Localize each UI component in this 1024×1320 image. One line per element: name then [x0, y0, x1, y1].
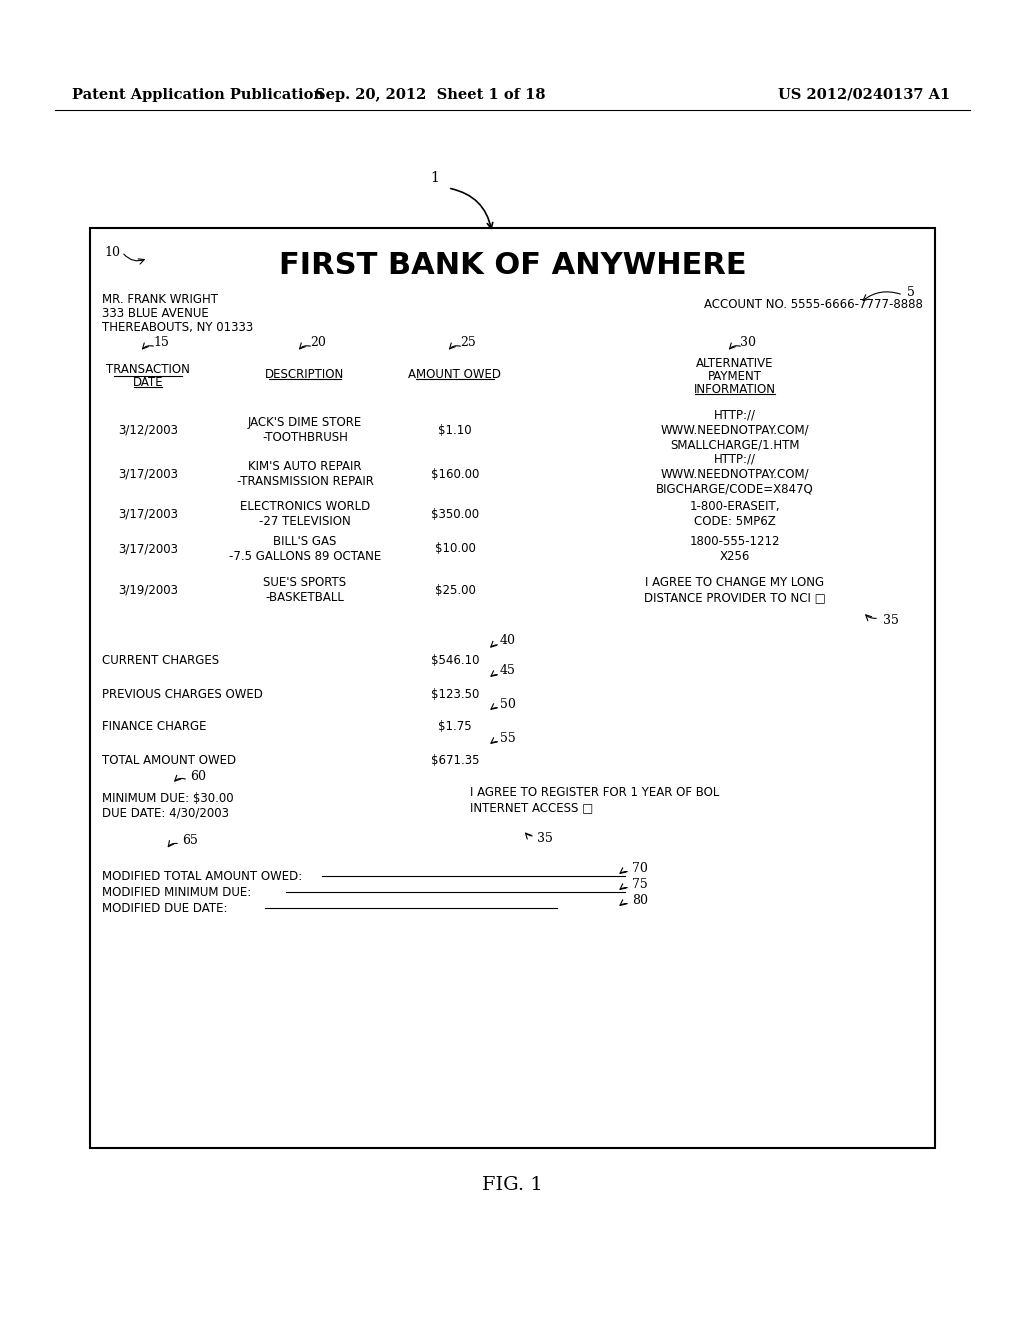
Text: $25.00: $25.00	[434, 583, 475, 597]
Text: SUE'S SPORTS
-BASKETBALL: SUE'S SPORTS -BASKETBALL	[263, 576, 346, 605]
Text: ELECTRONICS WORLD
-27 TELEVISION: ELECTRONICS WORLD -27 TELEVISION	[240, 500, 370, 528]
Text: PREVIOUS CHARGES OWED: PREVIOUS CHARGES OWED	[102, 688, 263, 701]
Text: MODIFIED MINIMUM DUE:: MODIFIED MINIMUM DUE:	[102, 886, 251, 899]
Text: 25: 25	[460, 337, 476, 350]
Text: 3/19/2003: 3/19/2003	[118, 583, 178, 597]
Text: TOTAL AMOUNT OWED: TOTAL AMOUNT OWED	[102, 754, 237, 767]
Text: $10.00: $10.00	[434, 543, 475, 556]
Text: 60: 60	[190, 770, 206, 783]
Text: THEREABOUTS, NY 01333: THEREABOUTS, NY 01333	[102, 321, 253, 334]
Text: ACCOUNT NO. 5555-6666-7777-8888: ACCOUNT NO. 5555-6666-7777-8888	[705, 298, 923, 312]
Text: MODIFIED DUE DATE:: MODIFIED DUE DATE:	[102, 902, 227, 915]
Text: MR. FRANK WRIGHT: MR. FRANK WRIGHT	[102, 293, 218, 306]
Text: $123.50: $123.50	[431, 688, 479, 701]
Text: BILL'S GAS
-7.5 GALLONS 89 OCTANE: BILL'S GAS -7.5 GALLONS 89 OCTANE	[229, 535, 381, 564]
Text: 80: 80	[632, 894, 648, 907]
Text: FIG. 1: FIG. 1	[481, 1176, 543, 1195]
Text: I AGREE TO REGISTER FOR 1 YEAR OF BOL
INTERNET ACCESS □: I AGREE TO REGISTER FOR 1 YEAR OF BOL IN…	[470, 785, 720, 814]
Text: HTTP://
WWW.NEEDNOTPAY.COM/
BIGCHARGE/CODE=X847Q: HTTP:// WWW.NEEDNOTPAY.COM/ BIGCHARGE/CO…	[656, 453, 814, 495]
Text: 10: 10	[104, 247, 120, 260]
Text: 50: 50	[500, 697, 516, 710]
Text: DUE DATE: 4/30/2003: DUE DATE: 4/30/2003	[102, 807, 229, 820]
Text: 1-800-ERASEIT,
CODE: 5MP6Z: 1-800-ERASEIT, CODE: 5MP6Z	[690, 500, 780, 528]
Text: 40: 40	[500, 635, 516, 648]
Text: 20: 20	[310, 337, 326, 350]
Text: HTTP://
WWW.NEEDNOTPAY.COM/
SMALLCHARGE/1.HTM: HTTP:// WWW.NEEDNOTPAY.COM/ SMALLCHARGE/…	[660, 408, 809, 451]
Text: DESCRIPTION: DESCRIPTION	[265, 368, 345, 381]
Text: 30: 30	[740, 337, 756, 350]
Text: CURRENT CHARGES: CURRENT CHARGES	[102, 653, 219, 667]
Text: AMOUNT OWED: AMOUNT OWED	[409, 368, 502, 381]
Text: $671.35: $671.35	[431, 754, 479, 767]
Text: JACK'S DIME STORE
-TOOTHBRUSH: JACK'S DIME STORE -TOOTHBRUSH	[248, 416, 362, 444]
Text: 15: 15	[153, 337, 169, 350]
Text: INFORMATION: INFORMATION	[694, 383, 776, 396]
Text: 35: 35	[883, 615, 899, 627]
Text: 35: 35	[537, 832, 553, 845]
Text: $160.00: $160.00	[431, 467, 479, 480]
Text: 3/12/2003: 3/12/2003	[118, 424, 178, 437]
Text: PAYMENT: PAYMENT	[708, 370, 762, 383]
Text: MODIFIED TOTAL AMOUNT OWED:: MODIFIED TOTAL AMOUNT OWED:	[102, 870, 302, 883]
Text: FINANCE CHARGE: FINANCE CHARGE	[102, 721, 207, 734]
Text: Sep. 20, 2012  Sheet 1 of 18: Sep. 20, 2012 Sheet 1 of 18	[314, 88, 545, 102]
Text: TRANSACTION: TRANSACTION	[106, 363, 189, 376]
Text: 70: 70	[632, 862, 648, 874]
Text: 1800-555-1212
X256: 1800-555-1212 X256	[690, 535, 780, 564]
FancyBboxPatch shape	[90, 228, 935, 1148]
Text: 65: 65	[182, 833, 198, 846]
Text: 3/17/2003: 3/17/2003	[118, 467, 178, 480]
Text: KIM'S AUTO REPAIR
-TRANSMISSION REPAIR: KIM'S AUTO REPAIR -TRANSMISSION REPAIR	[237, 459, 374, 488]
Text: ALTERNATIVE: ALTERNATIVE	[696, 356, 774, 370]
Text: I AGREE TO CHANGE MY LONG
DISTANCE PROVIDER TO NCI □: I AGREE TO CHANGE MY LONG DISTANCE PROVI…	[644, 576, 826, 605]
Text: 333 BLUE AVENUE: 333 BLUE AVENUE	[102, 308, 209, 319]
Text: 3/17/2003: 3/17/2003	[118, 543, 178, 556]
Text: 5: 5	[907, 285, 914, 298]
Text: 55: 55	[500, 731, 516, 744]
Text: 3/17/2003: 3/17/2003	[118, 507, 178, 520]
Text: $350.00: $350.00	[431, 507, 479, 520]
Text: MINIMUM DUE: $30.00: MINIMUM DUE: $30.00	[102, 792, 233, 804]
Text: DATE: DATE	[133, 376, 163, 389]
Text: FIRST BANK OF ANYWHERE: FIRST BANK OF ANYWHERE	[279, 251, 746, 280]
Text: $546.10: $546.10	[431, 653, 479, 667]
Text: $1.75: $1.75	[438, 721, 472, 734]
Text: 75: 75	[632, 878, 648, 891]
Text: 45: 45	[500, 664, 516, 677]
Text: Patent Application Publication: Patent Application Publication	[72, 88, 324, 102]
Text: 1: 1	[430, 172, 439, 185]
Text: US 2012/0240137 A1: US 2012/0240137 A1	[778, 88, 950, 102]
Text: $1.10: $1.10	[438, 424, 472, 437]
